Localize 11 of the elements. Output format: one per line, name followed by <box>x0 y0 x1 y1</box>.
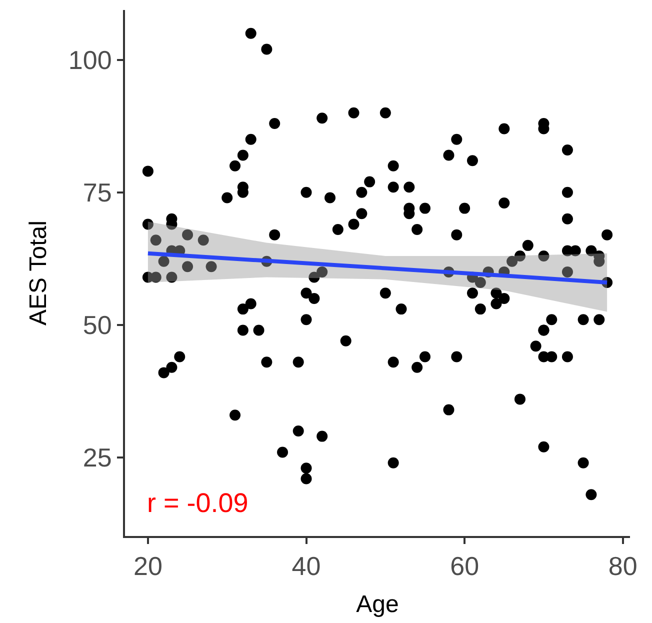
annotation: r = -0.09 <box>147 488 248 518</box>
x-tick-label: 20 <box>133 551 162 582</box>
y-tick-label: 25 <box>82 442 112 473</box>
y-tick-label: 50 <box>82 310 112 340</box>
x-tick-label: 80 <box>608 551 638 582</box>
x-axis-title: Age <box>356 591 399 618</box>
x-tick-label: 60 <box>450 551 480 582</box>
y-tick-label: 100 <box>68 44 112 75</box>
y-axis-title: AES Total <box>25 220 52 326</box>
x-tick-label: 40 <box>292 551 321 582</box>
y-tick-label: 75 <box>82 178 112 208</box>
